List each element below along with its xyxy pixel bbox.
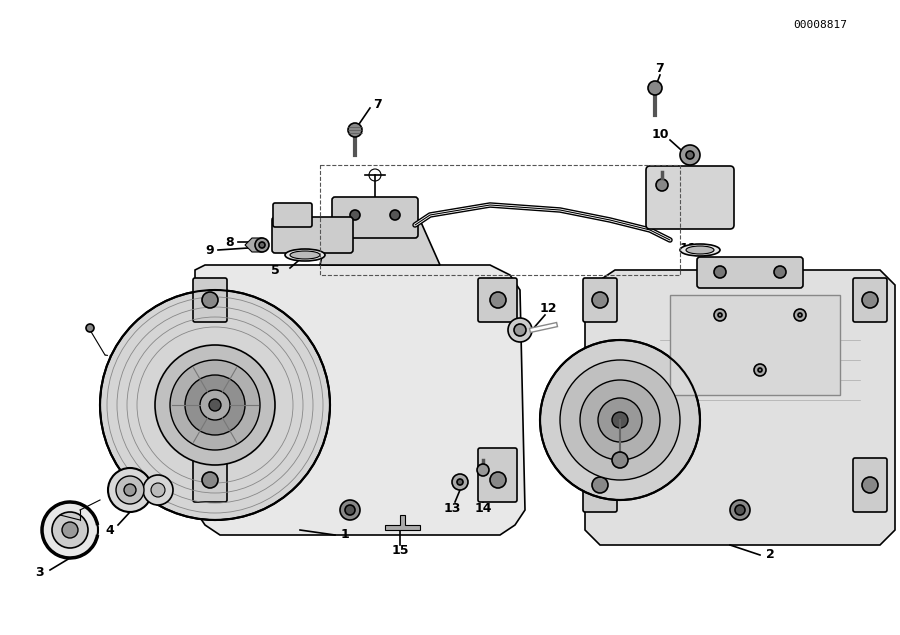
Circle shape: [348, 123, 362, 137]
Circle shape: [202, 472, 218, 488]
Circle shape: [686, 151, 694, 159]
FancyBboxPatch shape: [646, 166, 734, 229]
Circle shape: [580, 380, 660, 460]
Circle shape: [345, 505, 355, 515]
Text: 10: 10: [652, 128, 669, 142]
Circle shape: [108, 468, 152, 512]
Circle shape: [514, 324, 526, 336]
FancyBboxPatch shape: [273, 203, 312, 227]
Circle shape: [490, 472, 506, 488]
FancyBboxPatch shape: [332, 197, 418, 238]
Polygon shape: [585, 270, 895, 545]
Polygon shape: [195, 265, 525, 535]
Circle shape: [143, 475, 173, 505]
Circle shape: [185, 375, 245, 435]
Circle shape: [490, 292, 506, 308]
Text: 11: 11: [680, 241, 697, 255]
Circle shape: [758, 368, 762, 372]
Text: 5: 5: [271, 264, 279, 276]
Circle shape: [52, 512, 88, 548]
Circle shape: [62, 522, 78, 538]
Circle shape: [255, 238, 269, 252]
Text: 8: 8: [226, 236, 234, 248]
Circle shape: [508, 318, 532, 342]
FancyBboxPatch shape: [193, 278, 227, 322]
Circle shape: [151, 483, 165, 497]
Polygon shape: [385, 515, 420, 530]
Ellipse shape: [290, 251, 320, 259]
Circle shape: [592, 477, 608, 493]
Circle shape: [714, 266, 726, 278]
Circle shape: [656, 179, 668, 191]
Circle shape: [42, 502, 98, 558]
Circle shape: [100, 290, 330, 520]
Circle shape: [862, 477, 878, 493]
Circle shape: [209, 399, 221, 411]
Text: 1: 1: [340, 528, 349, 542]
FancyBboxPatch shape: [583, 278, 617, 322]
Text: 4: 4: [105, 523, 114, 537]
Text: 12: 12: [539, 302, 557, 314]
Circle shape: [612, 452, 628, 468]
Circle shape: [452, 474, 468, 490]
Circle shape: [170, 360, 260, 450]
Circle shape: [202, 292, 218, 308]
Polygon shape: [320, 220, 440, 265]
Circle shape: [714, 309, 726, 321]
Circle shape: [86, 324, 94, 332]
FancyBboxPatch shape: [272, 217, 353, 253]
Circle shape: [592, 292, 608, 308]
Text: 15: 15: [392, 544, 409, 556]
Text: 7: 7: [374, 98, 382, 112]
Circle shape: [350, 210, 360, 220]
Circle shape: [798, 313, 802, 317]
Circle shape: [862, 292, 878, 308]
Circle shape: [794, 309, 806, 321]
Text: 3: 3: [36, 566, 44, 578]
Circle shape: [754, 364, 766, 376]
Text: 9: 9: [206, 243, 214, 257]
Circle shape: [774, 266, 786, 278]
Circle shape: [612, 412, 628, 428]
Circle shape: [680, 145, 700, 165]
Text: 00008817: 00008817: [793, 20, 847, 30]
Ellipse shape: [285, 249, 325, 261]
Circle shape: [477, 464, 489, 476]
FancyBboxPatch shape: [478, 278, 517, 322]
FancyBboxPatch shape: [697, 257, 803, 288]
Bar: [320, 165, 680, 275]
Circle shape: [340, 500, 360, 520]
Polygon shape: [245, 238, 268, 252]
Text: 13: 13: [444, 502, 461, 514]
Bar: [670, 295, 840, 395]
Text: 14: 14: [474, 502, 491, 514]
Circle shape: [598, 398, 642, 442]
Circle shape: [735, 505, 745, 515]
Text: 2: 2: [766, 549, 774, 561]
Text: 7: 7: [655, 62, 664, 74]
Circle shape: [730, 500, 750, 520]
FancyBboxPatch shape: [853, 278, 887, 322]
Circle shape: [259, 242, 265, 248]
Text: 6: 6: [291, 206, 300, 218]
Circle shape: [457, 479, 463, 485]
Circle shape: [155, 345, 275, 465]
FancyBboxPatch shape: [583, 458, 617, 512]
Circle shape: [390, 210, 400, 220]
FancyBboxPatch shape: [478, 448, 517, 502]
Circle shape: [560, 360, 680, 480]
Circle shape: [648, 81, 662, 95]
FancyBboxPatch shape: [193, 448, 227, 502]
Circle shape: [540, 340, 700, 500]
Circle shape: [718, 313, 722, 317]
Circle shape: [124, 484, 136, 496]
Ellipse shape: [680, 244, 720, 256]
Circle shape: [116, 476, 144, 504]
FancyBboxPatch shape: [853, 458, 887, 512]
Circle shape: [200, 390, 230, 420]
Ellipse shape: [686, 246, 714, 254]
